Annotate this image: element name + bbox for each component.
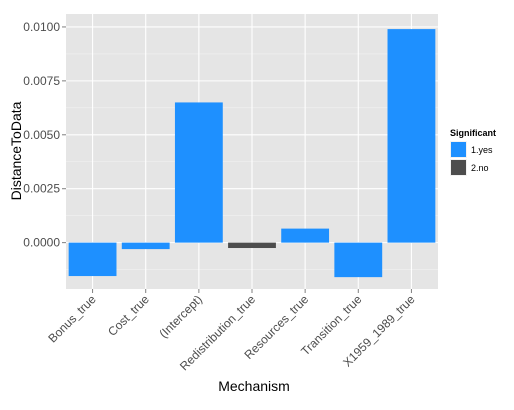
y-tick-label: 0.0000 [23,236,60,250]
bar [121,242,170,250]
y-tick-label: 0.0050 [23,128,60,142]
y-tick-label: 0.0025 [23,182,60,196]
legend-title: Significant [450,128,496,138]
x-tick-label: Cost_true [105,292,152,339]
legend-label: 1.yes [471,145,493,155]
bar [281,228,330,243]
legend-swatch [451,142,466,157]
bar [334,242,383,278]
x-tick-label: (Intercept) [156,292,205,341]
legend-label: 2.no [471,163,489,173]
bar [68,242,117,277]
legend-swatch [451,160,466,175]
y-tick-label: 0.0100 [23,20,60,34]
y-axis-title: DistanceToData [8,101,24,200]
y-tick-label: 0.0075 [23,74,60,88]
legend: Significant 1.yes 2.no [450,128,496,176]
bar [228,242,276,249]
bar [387,29,436,243]
x-axis-title: Mechanism [218,378,290,394]
bar [174,102,223,243]
x-tick-label: Bonus_true [45,292,99,346]
